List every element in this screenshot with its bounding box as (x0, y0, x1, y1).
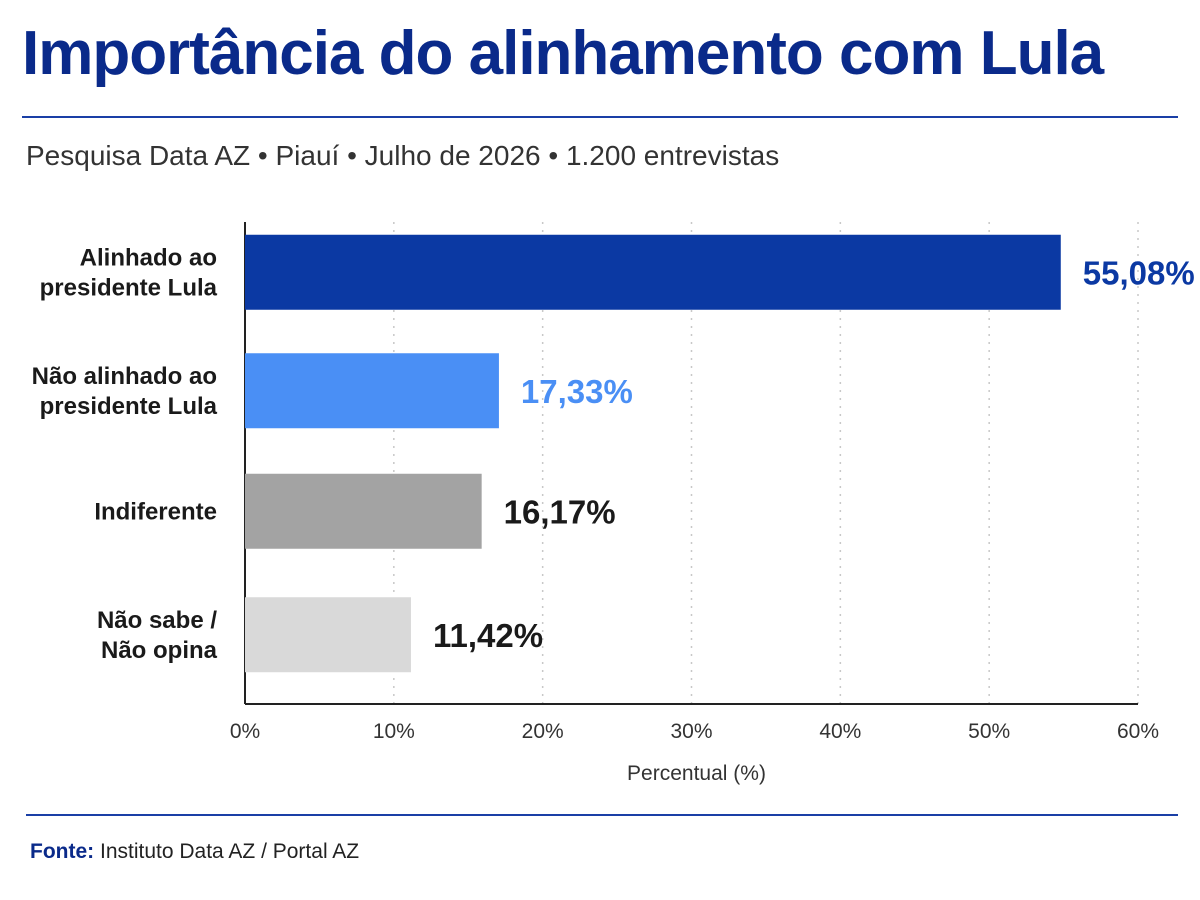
x-tick-label: 30% (670, 720, 712, 743)
category-label-line: Não opina (101, 637, 218, 664)
bar (245, 473, 482, 549)
source-label: Fonte: (30, 840, 95, 863)
category-label: Não alinhado ao presidente Lula (32, 363, 218, 420)
page-subtitle: Pesquisa Data AZ • Piauí • Julho de 2026… (26, 140, 780, 171)
bar-value-label: 16,17% (504, 493, 616, 530)
category-label: Não sabe / Não opina (97, 607, 218, 664)
bar-value-label: 17,33% (521, 373, 633, 410)
bar (245, 234, 1061, 310)
page-title: Importância do alinhamento com Lula (22, 19, 1104, 88)
bar-chart: 0% 10% 20% 30% 40% 50% 60% Percentual (%) 55,08%… (32, 222, 1195, 785)
category-label: Alinhado ao presidente Lula (40, 244, 218, 301)
category-label-line: Alinhado ao (80, 244, 217, 271)
x-tick-label: 60% (1117, 720, 1159, 743)
category-label-line: Não alinhado ao (32, 363, 217, 390)
category-label-line: presidente Lula (40, 274, 218, 301)
bar-value-label: 55,08% (1083, 254, 1195, 291)
x-axis-label: Percentual (%) (627, 762, 766, 785)
footer-divider (26, 814, 1178, 816)
category-label-line: Indiferente (94, 498, 217, 525)
bar-value-label: 11,42% (433, 617, 543, 654)
x-tick-label: 50% (968, 720, 1010, 743)
category-label-line: Não sabe / (97, 607, 217, 634)
bar (245, 597, 411, 673)
x-tick-label: 20% (522, 720, 564, 743)
category-label-line: presidente Lula (40, 393, 218, 420)
title-divider (22, 116, 1178, 118)
source-text: Instituto Data AZ / Portal AZ (100, 840, 360, 863)
category-label: Indiferente (94, 498, 217, 525)
x-tick-label: 40% (819, 720, 861, 743)
source-line: Fonte: Instituto Data AZ / Portal AZ (30, 840, 359, 864)
x-tick-label: 0% (230, 720, 260, 743)
bar (245, 353, 499, 429)
x-tick-label: 10% (373, 720, 415, 743)
